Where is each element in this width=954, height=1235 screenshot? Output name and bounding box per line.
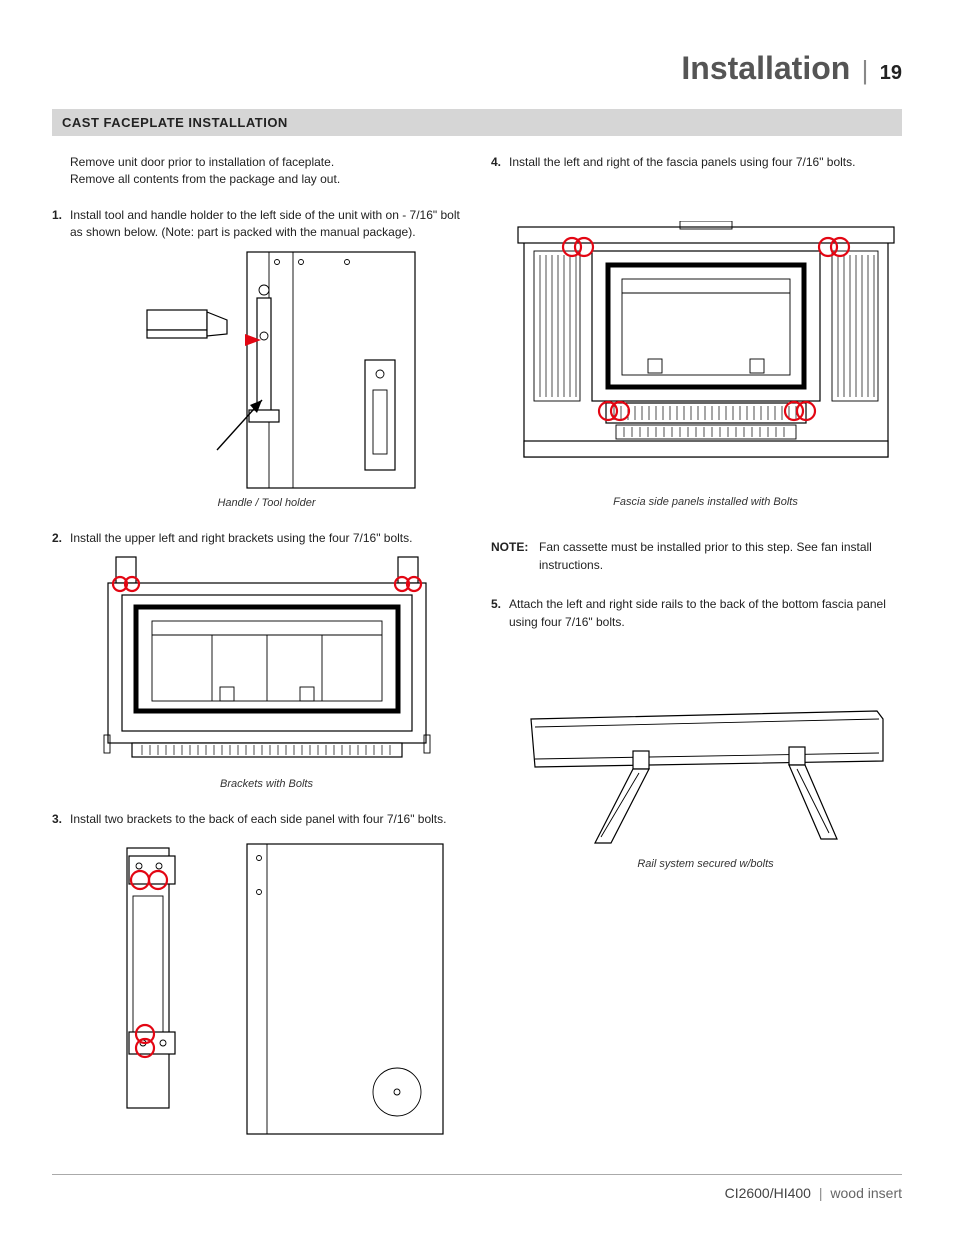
step-4-text: Install the left and right of the fascia… <box>509 155 855 169</box>
figure-5-svg <box>521 701 891 851</box>
step-2: 2. Install the upper left and right brac… <box>52 530 463 793</box>
figure-4-caption: Fascia side panels installed with Bolts <box>509 495 902 511</box>
figure-3 <box>70 836 463 1136</box>
figure-1-caption: Handle / Tool holder <box>70 496 463 512</box>
step-3-number: 3. <box>52 811 62 828</box>
note-block: NOTE: Fan cassette must be installed pri… <box>491 539 902 574</box>
figure-3-svg <box>87 836 447 1136</box>
footer-separator: | <box>819 1185 823 1201</box>
figure-1: Handle / Tool holder <box>70 250 463 512</box>
intro-line-1: Remove unit door prior to installation o… <box>70 154 463 171</box>
header-title: Installation <box>681 50 850 86</box>
step-5-number: 5. <box>491 596 501 613</box>
right-column: 4. Install the left and right of the fas… <box>491 154 902 1154</box>
section-title: CAST FACEPLATE INSTALLATION <box>62 115 288 130</box>
figure-2-caption: Brackets with Bolts <box>70 777 463 793</box>
step-4: 4. Install the left and right of the fas… <box>491 154 902 511</box>
step-3: 3. Install two brackets to the back of e… <box>52 811 463 1136</box>
page-footer: CI2600/HI400 | wood insert <box>52 1174 902 1201</box>
note-text: Fan cassette must be installed prior to … <box>539 540 872 571</box>
header-separator: | <box>862 55 869 85</box>
figure-5: Rail system secured w/bolts <box>509 701 902 873</box>
step-2-text: Install the upper left and right bracket… <box>70 531 412 545</box>
figure-4: Fascia side panels installed with Bolts <box>509 221 902 511</box>
figure-5-caption: Rail system secured w/bolts <box>509 857 902 873</box>
figure-1-svg <box>117 250 417 490</box>
section-title-bar: CAST FACEPLATE INSTALLATION <box>52 109 902 136</box>
figure-2-svg <box>102 555 432 771</box>
figure-4-svg <box>516 221 896 471</box>
intro-text: Remove unit door prior to installation o… <box>70 154 463 189</box>
step-5: 5. Attach the left and right side rails … <box>491 596 902 873</box>
step-1-number: 1. <box>52 207 62 224</box>
step-1: 1. Install tool and handle holder to the… <box>52 207 463 512</box>
header-page-number: 19 <box>880 62 902 84</box>
note-label: NOTE: <box>491 539 528 556</box>
page-header: Installation | 19 <box>52 50 902 87</box>
step-3-text: Install two brackets to the back of each… <box>70 812 446 826</box>
intro-line-2: Remove all contents from the package and… <box>70 171 463 188</box>
step-1-text: Install tool and handle holder to the le… <box>70 208 460 239</box>
step-4-number: 4. <box>491 154 501 171</box>
content-columns: Remove unit door prior to installation o… <box>52 154 902 1154</box>
footer-model: CI2600/HI400 <box>725 1185 811 1201</box>
steps-left: 1. Install tool and handle holder to the… <box>52 207 463 1136</box>
left-column: Remove unit door prior to installation o… <box>52 154 463 1154</box>
steps-right: 4. Install the left and right of the fas… <box>491 154 902 511</box>
footer-product: wood insert <box>830 1185 902 1201</box>
figure-2: Brackets with Bolts <box>70 555 463 793</box>
steps-right-2: 5. Attach the left and right side rails … <box>491 596 902 873</box>
step-2-number: 2. <box>52 530 62 547</box>
step-5-text: Attach the left and right side rails to … <box>509 597 886 628</box>
